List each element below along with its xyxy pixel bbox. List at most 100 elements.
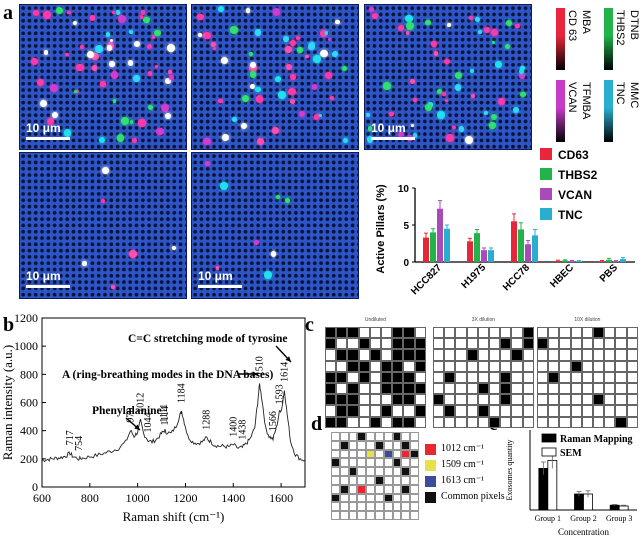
raman-spot xyxy=(491,40,496,45)
grid-cell xyxy=(466,394,478,406)
raman-spot xyxy=(100,81,106,87)
raman-spot xyxy=(90,52,99,61)
y-tick-label: 5 xyxy=(403,221,409,232)
map-cell xyxy=(401,458,411,468)
raman-spot xyxy=(405,14,414,23)
peak-label: 1510 xyxy=(255,356,266,376)
raman-spot xyxy=(256,137,265,146)
map-cell xyxy=(383,484,393,494)
x-axis-label: Raman shift (cm⁻¹) xyxy=(123,509,225,524)
raman-spot xyxy=(75,89,80,94)
raman-spot xyxy=(154,64,159,68)
grid-title: 3X dilution xyxy=(471,317,496,323)
grid-cell xyxy=(537,371,549,383)
grid-cell xyxy=(325,383,337,395)
grid-cell xyxy=(369,416,381,428)
raman-spot xyxy=(284,197,290,203)
legend-color-bar xyxy=(556,8,565,70)
grid-cell xyxy=(444,327,456,339)
map-cell xyxy=(348,467,358,476)
raman-spot xyxy=(332,51,339,58)
grid-cell xyxy=(581,349,593,361)
grid-cell xyxy=(559,338,571,350)
grid-cell xyxy=(604,394,616,406)
raman-spot xyxy=(154,30,161,37)
grid-cell xyxy=(559,371,571,383)
map-cell xyxy=(375,476,384,485)
raman-spot xyxy=(311,84,317,90)
grid-cell xyxy=(615,349,627,361)
map-cell xyxy=(348,493,358,503)
grid-cell xyxy=(325,405,337,417)
raman-spot xyxy=(52,111,59,118)
y-axis-label: Raman intensity (a.u.) xyxy=(0,345,15,461)
peak-label: 1111 xyxy=(159,404,170,423)
grid-cell xyxy=(433,349,445,361)
grid-cell xyxy=(347,360,359,372)
raman-spot xyxy=(106,41,114,49)
grid-cell xyxy=(615,405,627,417)
raman-spot xyxy=(483,111,488,116)
pillar-image-5: 10 μm xyxy=(191,152,359,299)
raman-spot xyxy=(398,131,404,137)
grid-cell xyxy=(522,394,534,406)
raman-spot xyxy=(127,60,134,66)
legend-reporter-label: DTNB xyxy=(628,10,640,40)
raman-spot xyxy=(30,57,39,66)
grid-cell xyxy=(511,349,523,361)
grid-cell xyxy=(336,371,348,383)
raman-spot xyxy=(289,98,296,105)
grid-cell xyxy=(537,360,549,372)
map-cell xyxy=(366,511,375,520)
grid-cell xyxy=(381,371,393,383)
grid-cell xyxy=(604,360,616,372)
grid-cell xyxy=(392,383,404,395)
raman-spot xyxy=(73,20,78,26)
raman-spot xyxy=(90,15,96,21)
raman-spot xyxy=(368,7,374,12)
raman-spot xyxy=(446,22,451,27)
spectrum-line xyxy=(41,383,306,463)
grid-cell xyxy=(522,383,534,395)
peak-label: 717 xyxy=(65,430,76,445)
raman-spot xyxy=(327,38,331,42)
grid-cell xyxy=(548,405,560,417)
raman-spot xyxy=(230,26,238,34)
map-cell xyxy=(401,432,411,441)
grid-cell xyxy=(433,405,445,417)
map-cell xyxy=(331,467,340,476)
legend-protein-label: VCAN xyxy=(566,82,578,113)
grid-cell xyxy=(444,383,456,395)
raman-spot xyxy=(474,16,480,22)
raman-spot xyxy=(231,117,237,123)
grid-cell xyxy=(593,327,605,339)
panel-label-c: c xyxy=(305,314,314,336)
arrow-phenylalanine-head xyxy=(134,424,140,430)
grid-cell xyxy=(444,405,456,417)
bar xyxy=(576,261,582,262)
map-cell xyxy=(357,502,367,512)
raman-spot xyxy=(504,44,511,50)
bar xyxy=(511,221,517,262)
map-cell xyxy=(410,440,419,450)
y-tick-label: 1000 xyxy=(14,339,38,353)
map-cell xyxy=(331,502,340,512)
grid-cell xyxy=(500,371,512,383)
raman-spot xyxy=(197,13,204,21)
raman-spot xyxy=(367,126,373,131)
raman-spot xyxy=(469,69,474,74)
arrow-tyrosine-head xyxy=(285,356,291,362)
grid-cell xyxy=(593,394,605,406)
legend-protein-label: CD 63 xyxy=(566,10,578,42)
raman-spot xyxy=(171,245,177,250)
raman-spot xyxy=(494,60,502,68)
raman-spot xyxy=(335,20,340,25)
map-cell xyxy=(357,476,367,485)
map-cell xyxy=(401,467,411,476)
map-cell xyxy=(339,440,349,450)
grid-cell xyxy=(626,405,638,417)
category-label: HCC827 xyxy=(409,262,444,297)
grid-cell xyxy=(537,338,549,350)
map-cell xyxy=(339,511,349,520)
grid-cell xyxy=(522,327,534,339)
